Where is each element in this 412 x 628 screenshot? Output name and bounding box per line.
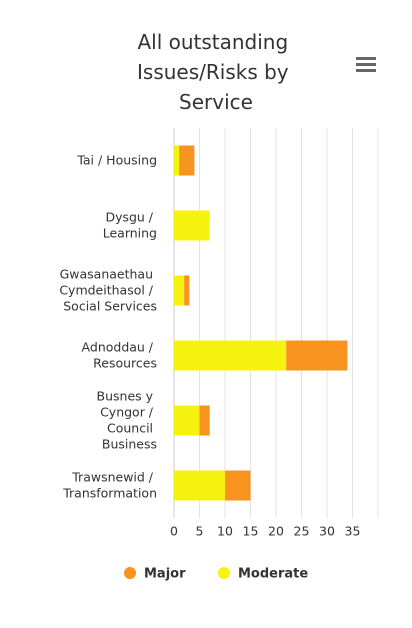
menu-bar[interactable] — [356, 63, 376, 66]
x-tick-label: 30 — [319, 524, 335, 539]
legend-label: Major — [144, 567, 186, 582]
bar-segment — [174, 340, 287, 371]
menu-icon[interactable] — [356, 57, 376, 72]
x-tick-label: 5 — [196, 524, 204, 539]
x-tick-label: 0 — [170, 524, 178, 539]
bar-segment — [174, 275, 185, 306]
bar-segment — [174, 145, 180, 176]
y-tick-label: Gwasanaethau Cymdeithasol / Social Servi… — [59, 266, 157, 313]
bar-segment — [179, 145, 195, 176]
y-tick-label: Adnoddau / Resources — [82, 339, 157, 370]
bar-segment — [174, 210, 210, 241]
y-tick-label: Busnes y Cyngor / Council Business — [97, 388, 157, 451]
x-tick-label: 35 — [345, 524, 361, 539]
bar-segment — [174, 405, 200, 436]
legend-marker — [218, 567, 230, 579]
menu-bar[interactable] — [356, 69, 376, 72]
y-tick-label: Tai / Housing — [76, 152, 157, 167]
bar-segment — [184, 275, 190, 306]
x-tick-label: 15 — [243, 524, 259, 539]
y-tick-label: Trawsnewid / Transformation — [62, 469, 157, 500]
bar-segment — [225, 470, 251, 501]
y-tick-label: Dysgu / Learning — [103, 209, 157, 240]
bar-segment — [174, 470, 225, 501]
x-tick-label: 10 — [217, 524, 233, 539]
bar-segment — [286, 340, 348, 371]
legend-label: Moderate — [238, 567, 308, 582]
x-tick-label: 20 — [268, 524, 284, 539]
legend-marker — [124, 567, 136, 579]
chart-title: All outstanding Issues/Risks by Service — [137, 30, 295, 114]
x-tick-label: 25 — [294, 524, 310, 539]
bar-segment — [199, 405, 210, 436]
menu-bar[interactable] — [356, 57, 376, 60]
